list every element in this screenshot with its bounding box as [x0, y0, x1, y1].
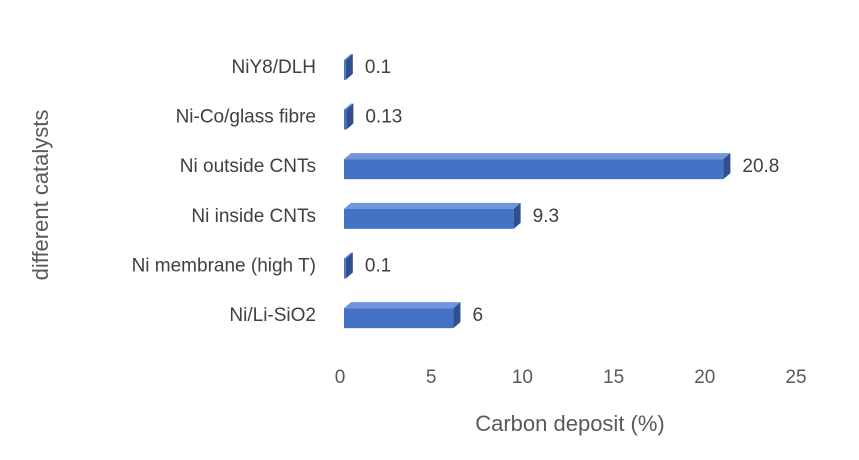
- bar: [344, 59, 346, 80]
- y-axis-title: different catalysts: [28, 110, 53, 281]
- y-tick-label: Ni/Li-SiO2: [229, 305, 316, 326]
- bar-top: [344, 103, 354, 110]
- data-label: 0.1: [365, 256, 391, 277]
- bar-top: [344, 302, 461, 309]
- bar: [344, 159, 724, 180]
- y-tick-label: Ni membrane (high T): [132, 256, 316, 277]
- y-tick-label: Ni-Co/glass fibre: [176, 107, 316, 128]
- bar: [344, 109, 347, 130]
- bar-side: [513, 202, 521, 229]
- bar: [344, 308, 454, 329]
- bar-top: [344, 202, 521, 209]
- bar-side: [345, 53, 353, 80]
- x-tick-label: 15: [603, 367, 624, 388]
- bar-side: [723, 153, 731, 180]
- x-axis-title: Carbon deposit (%): [475, 411, 665, 436]
- bar: [344, 208, 514, 229]
- bar: [344, 258, 346, 279]
- x-tick-label: 20: [694, 367, 715, 388]
- data-label: 6: [472, 305, 483, 326]
- x-tick-label: 25: [785, 367, 806, 388]
- data-label: 20.8: [742, 156, 779, 177]
- data-label: 0.1: [365, 57, 391, 78]
- bar-top: [344, 252, 353, 259]
- bar-top: [344, 53, 353, 60]
- x-tick-label: 0: [335, 367, 346, 388]
- x-tick-label: 10: [512, 367, 533, 388]
- bar-side: [346, 103, 354, 130]
- y-tick-label: NiY8/DLH: [232, 57, 316, 78]
- x-tick-label: 5: [426, 367, 437, 388]
- data-label: 0.13: [365, 107, 402, 128]
- y-tick-label: Ni inside CNTs: [191, 206, 316, 227]
- bar-top: [344, 153, 731, 160]
- data-label: 9.3: [533, 206, 559, 227]
- bar-side: [345, 252, 353, 279]
- bar-side: [453, 302, 461, 329]
- y-tick-label: Ni outside CNTs: [180, 156, 316, 177]
